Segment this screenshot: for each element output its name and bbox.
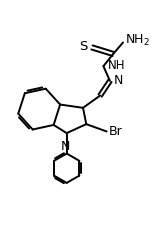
Text: N: N <box>61 140 71 153</box>
Text: NH: NH <box>107 59 125 72</box>
Text: S: S <box>80 40 88 53</box>
Text: N: N <box>114 74 123 86</box>
Text: Br: Br <box>109 125 123 138</box>
Text: NH$_2$: NH$_2$ <box>125 33 150 49</box>
